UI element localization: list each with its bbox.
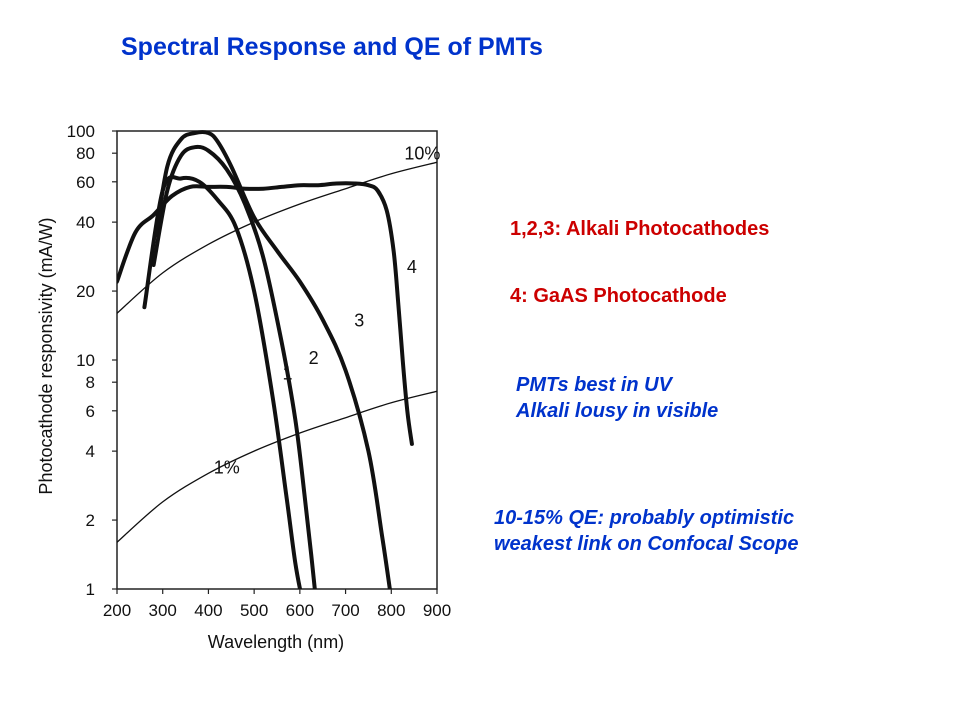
- series-line-1: [142, 175, 303, 589]
- y-tick-label: 20: [76, 282, 95, 301]
- y-tick-label: 60: [76, 173, 95, 192]
- curve-label-2: 2: [309, 348, 319, 368]
- y-tick-label: 40: [76, 213, 95, 232]
- curve-label-10pct: 10%: [404, 144, 440, 164]
- y-tick-label: 100: [67, 122, 95, 141]
- y-tick-label: 4: [86, 442, 95, 461]
- x-axis-label: Wavelength (nm): [208, 632, 344, 652]
- series-line-10pct: [117, 161, 437, 314]
- y-tick-label: 10: [76, 351, 95, 370]
- slide-title: Spectral Response and QE of PMTs: [121, 33, 543, 61]
- curve-label-1pct: 1%: [214, 457, 240, 477]
- x-tick-label: 700: [331, 601, 359, 620]
- x-tick-label: 800: [377, 601, 405, 620]
- y-tick-label: 6: [86, 402, 95, 421]
- y-axis-label: Photocathode responsivity (mA/W): [36, 217, 56, 494]
- note-qe-line2: weakest link on Confocal Scope: [494, 533, 799, 555]
- curve-label-4: 4: [407, 257, 417, 277]
- note-uv-line1: PMTs best in UV: [516, 374, 672, 396]
- x-tick-label: 200: [103, 601, 131, 620]
- series-line-4: [117, 181, 414, 446]
- note-alkali: 1,2,3: Alkali Photocathodes: [510, 216, 769, 242]
- note-gaas-text: 4: GaAS Photocathode: [510, 285, 727, 307]
- y-tick-label: 80: [76, 144, 95, 163]
- x-tick-label: 500: [240, 601, 268, 620]
- y-tick-label: 2: [86, 511, 95, 530]
- y-tick-label: 8: [86, 373, 95, 392]
- note-qe-line1: 10-15% QE: probably optimistic: [494, 507, 795, 529]
- note-uv-line2: Alkali lousy in visible: [516, 400, 719, 422]
- series-line-2: [151, 144, 317, 589]
- series-line-1pct: [117, 390, 437, 543]
- curve-label-1: 1: [283, 364, 293, 384]
- x-tick-label: 600: [286, 601, 314, 620]
- note-uv: PMTs best in UV Alkali lousy in visible: [516, 372, 718, 424]
- y-tick-label: 1: [86, 580, 95, 599]
- note-qe: 10-15% QE: probably optimistic weakest l…: [494, 505, 799, 557]
- x-tick-label: 300: [149, 601, 177, 620]
- note-gaas: 4: GaAS Photocathode: [510, 283, 727, 309]
- x-tick-label: 400: [194, 601, 222, 620]
- series-line-3: [153, 130, 392, 589]
- curve-label-3: 3: [354, 311, 364, 331]
- note-alkali-text: 1,2,3: Alkali Photocathodes: [510, 218, 770, 240]
- x-tick-label: 900: [423, 601, 451, 620]
